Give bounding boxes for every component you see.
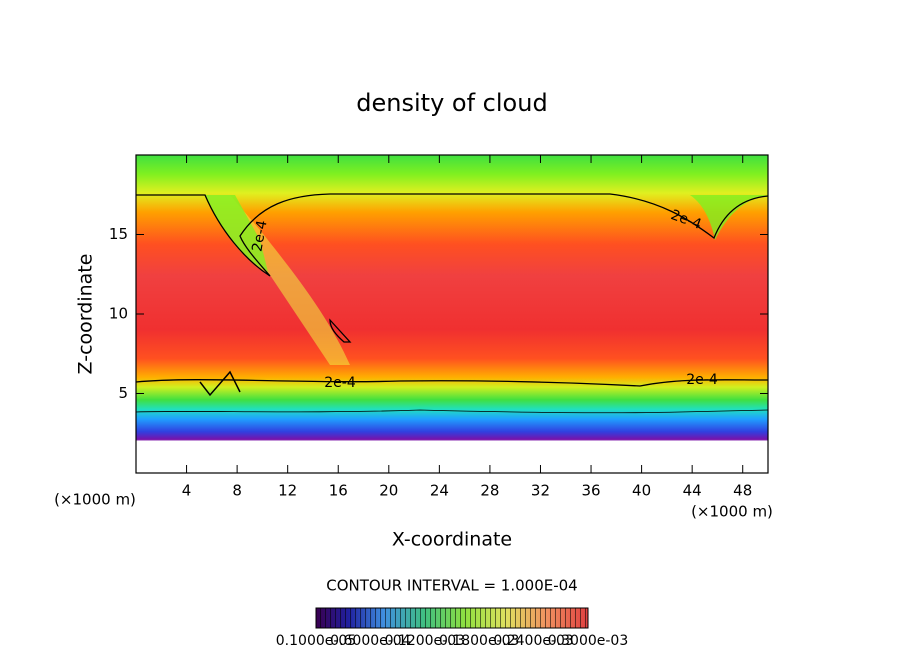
colorbar-label: 0.1800e-03 — [439, 633, 519, 649]
colorbar-label: 0.1200e-03 — [385, 633, 465, 649]
y-tick-label: 10 — [109, 305, 128, 323]
x-tick-label: 4 — [182, 482, 192, 500]
colorbar-frame — [315, 607, 589, 629]
contour-field — [136, 155, 768, 473]
contour-label: 2e-4 — [324, 375, 356, 391]
x-tick-label: 16 — [329, 482, 348, 500]
contour-label: 2e-4 — [686, 372, 718, 388]
x-tick-label: 32 — [531, 482, 550, 500]
x-tick-label: 24 — [430, 482, 449, 500]
y-axis-label: Z-coordinate — [75, 254, 97, 375]
x-tick-label: 20 — [379, 482, 398, 500]
x-tick-label: 12 — [278, 482, 297, 500]
colorbar-label: 0.6000e-04 — [330, 633, 411, 649]
chart-title: density of cloud — [356, 89, 547, 117]
y-tick-label: 5 — [118, 384, 128, 402]
x-tick-label: 28 — [480, 482, 499, 500]
y-unit: (×1000 m) — [691, 503, 773, 521]
contour-label: 2e-4 — [249, 219, 270, 253]
x-tick-label: 8 — [232, 482, 242, 500]
colorbar-label: 0.3000e-03 — [548, 633, 628, 649]
x-tick-label: 40 — [632, 482, 651, 500]
colorbar-label: 0.1000e-05 — [276, 633, 356, 649]
contour-lines — [135, 193, 769, 414]
x-unit: (×1000 m) — [54, 491, 136, 509]
x-tick-label: 48 — [733, 482, 752, 500]
colorbar-label: 0.2400e-03 — [493, 633, 573, 649]
y-tick-label: 15 — [109, 225, 128, 243]
x-tick-label: 36 — [581, 482, 600, 500]
x-tick-label: 44 — [683, 482, 702, 500]
contour-interval: CONTOUR INTERVAL = 1.000E-04 — [326, 577, 577, 595]
x-axis-label: X-coordinate — [392, 529, 512, 551]
